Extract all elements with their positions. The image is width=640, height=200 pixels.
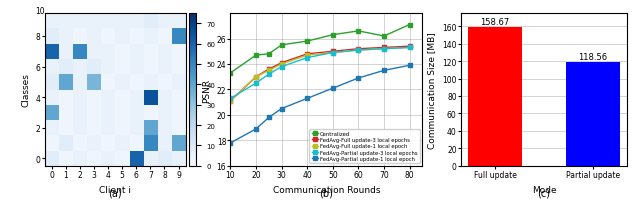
Centralized (406, 24, 413, 27)
Text: 158.67: 158.67 (481, 18, 510, 27)
FedAvg-Partial update-1 local epoch (265, 117, 273, 119)
FedAvg-Full update-1 local epoch (252, 76, 260, 79)
FedAvg-Partial update-1 local epoch (303, 98, 311, 100)
FedAvg-Partial update-3 local epochs (252, 82, 260, 85)
Text: (b): (b) (319, 188, 333, 198)
Legend: Centralized, FedAvg-Full update-3 local epochs, FedAvg-Full update-1 local epoch: Centralized, FedAvg-Full update-3 local … (310, 129, 420, 163)
FedAvg-Full update-3 local epochs (252, 76, 260, 79)
Centralized (329, 34, 337, 37)
Text: (c): (c) (538, 188, 550, 198)
FedAvg-Full update-3 local epochs (380, 47, 388, 49)
Centralized (265, 53, 273, 56)
FedAvg-Full update-3 local epochs (355, 48, 362, 51)
FedAvg-Partial update-3 local epochs (406, 47, 413, 49)
FedAvg-Full update-1 local epoch (355, 50, 362, 52)
Centralized (227, 72, 234, 75)
FedAvg-Full update-1 local epoch (303, 55, 311, 57)
Y-axis label: Communication Size [MB]: Communication Size [MB] (428, 32, 436, 148)
FedAvg-Partial update-1 local epoch (406, 65, 413, 67)
Bar (566, 63, 620, 166)
FedAvg-Full update-3 local epochs (406, 46, 413, 48)
Line: FedAvg-Partial update-1 local epoch: FedAvg-Partial update-1 local epoch (228, 64, 412, 145)
FedAvg-Full update-3 local epochs (265, 69, 273, 71)
FedAvg-Full update-3 local epochs (227, 100, 234, 103)
Line: Centralized: Centralized (228, 24, 412, 75)
FedAvg-Full update-3 local epochs (278, 62, 285, 65)
Centralized (278, 44, 285, 47)
Line: FedAvg-Full update-1 local epoch: FedAvg-Full update-1 local epoch (228, 46, 412, 103)
Centralized (355, 31, 362, 33)
FedAvg-Partial update-1 local epoch (380, 70, 388, 72)
X-axis label: Mode: Mode (532, 185, 556, 194)
Bar (468, 28, 522, 166)
FedAvg-Partial update-1 local epoch (252, 128, 260, 130)
Y-axis label: Classes: Classes (21, 73, 30, 107)
FedAvg-Partial update-3 local epochs (278, 66, 285, 68)
Line: FedAvg-Full update-3 local epochs: FedAvg-Full update-3 local epochs (228, 45, 412, 103)
FedAvg-Partial update-1 local epoch (355, 77, 362, 80)
FedAvg-Partial update-1 local epoch (227, 142, 234, 144)
FedAvg-Full update-3 local epochs (329, 51, 337, 53)
Y-axis label: PSNR: PSNR (202, 78, 211, 102)
FedAvg-Partial update-1 local epoch (329, 88, 337, 90)
FedAvg-Full update-1 local epoch (278, 63, 285, 66)
FedAvg-Partial update-3 local epochs (303, 57, 311, 60)
Text: 118.56: 118.56 (578, 53, 607, 62)
FedAvg-Partial update-3 local epochs (265, 74, 273, 76)
FedAvg-Partial update-1 local epoch (278, 108, 285, 110)
Centralized (303, 41, 311, 43)
FedAvg-Partial update-3 local epochs (329, 52, 337, 54)
FedAvg-Full update-3 local epochs (303, 53, 311, 56)
FedAvg-Partial update-3 local epochs (380, 48, 388, 51)
Centralized (252, 55, 260, 57)
FedAvg-Full update-1 local epoch (329, 52, 337, 54)
Line: FedAvg-Partial update-3 local epochs: FedAvg-Partial update-3 local epochs (228, 46, 412, 101)
FedAvg-Full update-1 local epoch (380, 48, 388, 51)
Centralized (380, 36, 388, 38)
X-axis label: Client i: Client i (99, 185, 131, 194)
Text: (a): (a) (108, 188, 122, 198)
FedAvg-Full update-1 local epoch (406, 47, 413, 49)
FedAvg-Full update-1 local epoch (227, 100, 234, 103)
FedAvg-Full update-1 local epoch (265, 70, 273, 72)
FedAvg-Partial update-3 local epochs (227, 98, 234, 100)
Text: 10: 10 (35, 6, 45, 15)
X-axis label: Communication Rounds: Communication Rounds (273, 185, 380, 194)
FedAvg-Partial update-3 local epochs (355, 50, 362, 52)
